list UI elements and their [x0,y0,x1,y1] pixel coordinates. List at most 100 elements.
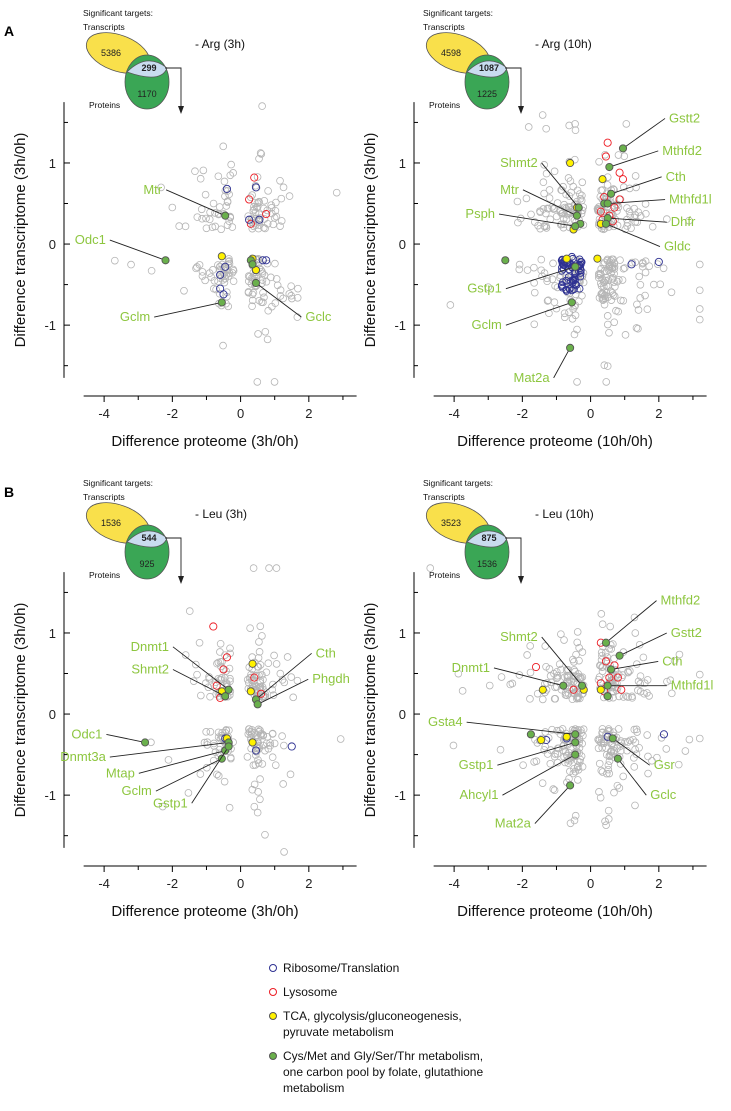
data-point [648,756,656,765]
tca-point [248,738,257,747]
data-point [605,752,614,761]
data-point [598,620,607,628]
venn-overlap-count: 299 [141,63,156,73]
data-point [454,669,463,678]
data-point [244,277,253,286]
data-point [542,124,550,133]
data-point [255,671,263,680]
data-point [255,221,264,229]
data-point [262,277,271,286]
data-point [526,668,535,677]
legend: Ribosome/Translation Lysosome TCA, glycoly… [269,961,483,1095]
gene-label: Gclm [122,783,152,798]
venn-title: Significant targets: [423,8,493,18]
data-point [276,292,285,300]
data-point [250,780,259,789]
data-point [670,656,679,665]
data-point [634,677,643,686]
data-point [578,191,586,200]
x-tick-label: -4 [448,406,460,421]
tca-point [248,659,257,668]
lysosome-point [569,685,578,694]
data-point [600,278,609,286]
data-point [276,222,284,230]
data-point [648,222,657,231]
data-point [254,330,262,338]
data-point [594,203,603,211]
data-point [261,224,269,233]
gene-label: Gstp1 [153,795,188,810]
venn-transcripts-count: 3523 [441,518,461,528]
data-point [272,660,281,668]
data-point [253,808,262,817]
data-point [197,691,205,700]
data-point [214,172,223,181]
data-point [158,802,167,811]
y-axis-label: Difference transcriptome (3h/0h) [362,133,379,348]
data-point [610,318,619,327]
legend-label-tca: TCA, glycolysis/gluconeogenesis, [283,1009,462,1023]
data-point [270,378,279,386]
data-point [564,174,573,182]
cys-point [603,692,612,701]
data-point [619,183,628,191]
data-point [229,169,237,177]
data-point [695,286,704,295]
data-point [636,280,645,289]
data-point [219,276,227,284]
data-point [226,171,235,180]
highlighted-genes: Mthfd2 Gstt2 Shmt2 Cth Dnmt1 Mthfd1l Gsta4 Gstp… [428,593,714,831]
data-point [543,277,551,286]
data-point [285,192,294,200]
data-point [549,205,558,213]
data-point [513,197,522,206]
data-point [280,678,289,687]
data-point [659,264,668,273]
data-point [543,679,551,687]
data-point [630,613,639,622]
data-point [570,330,579,339]
data-point [279,183,288,192]
data-point [209,284,218,293]
gene-point [607,189,616,198]
data-point [191,167,199,176]
tca-point [593,254,602,263]
data-point [285,290,294,298]
data-point [279,780,287,788]
data-point [217,225,225,234]
x-tick-label: 2 [305,876,312,891]
ribosome-point [222,184,231,193]
gene-point [578,681,587,690]
data-point [497,673,506,681]
data-point [193,213,202,221]
data-point [214,261,222,269]
data-point [641,291,649,300]
data-point [549,785,558,793]
ribosome-point [577,266,585,275]
y-tick-label: 0 [49,237,56,252]
ribosome-point [258,256,267,265]
data-point [597,648,606,657]
data-point [260,293,268,302]
data-point [244,287,253,296]
data-point [250,802,259,811]
data-point [228,223,237,231]
data-point [604,815,613,823]
data-point [602,821,610,829]
data-point [293,313,302,321]
data-point [556,726,564,735]
data-point [573,378,581,386]
gene-label: Gsr [654,757,676,772]
panel-letter-b: B [4,484,14,500]
data-point [565,121,574,130]
data-point [519,761,527,769]
data-point [193,263,201,271]
data-point [599,296,607,304]
data-point [258,276,267,284]
leader-line [553,347,571,379]
gene-label: Gsta4 [428,714,463,729]
data-point [548,725,556,734]
data-point [619,296,628,305]
data-point [595,206,604,215]
gene-point [608,734,617,743]
